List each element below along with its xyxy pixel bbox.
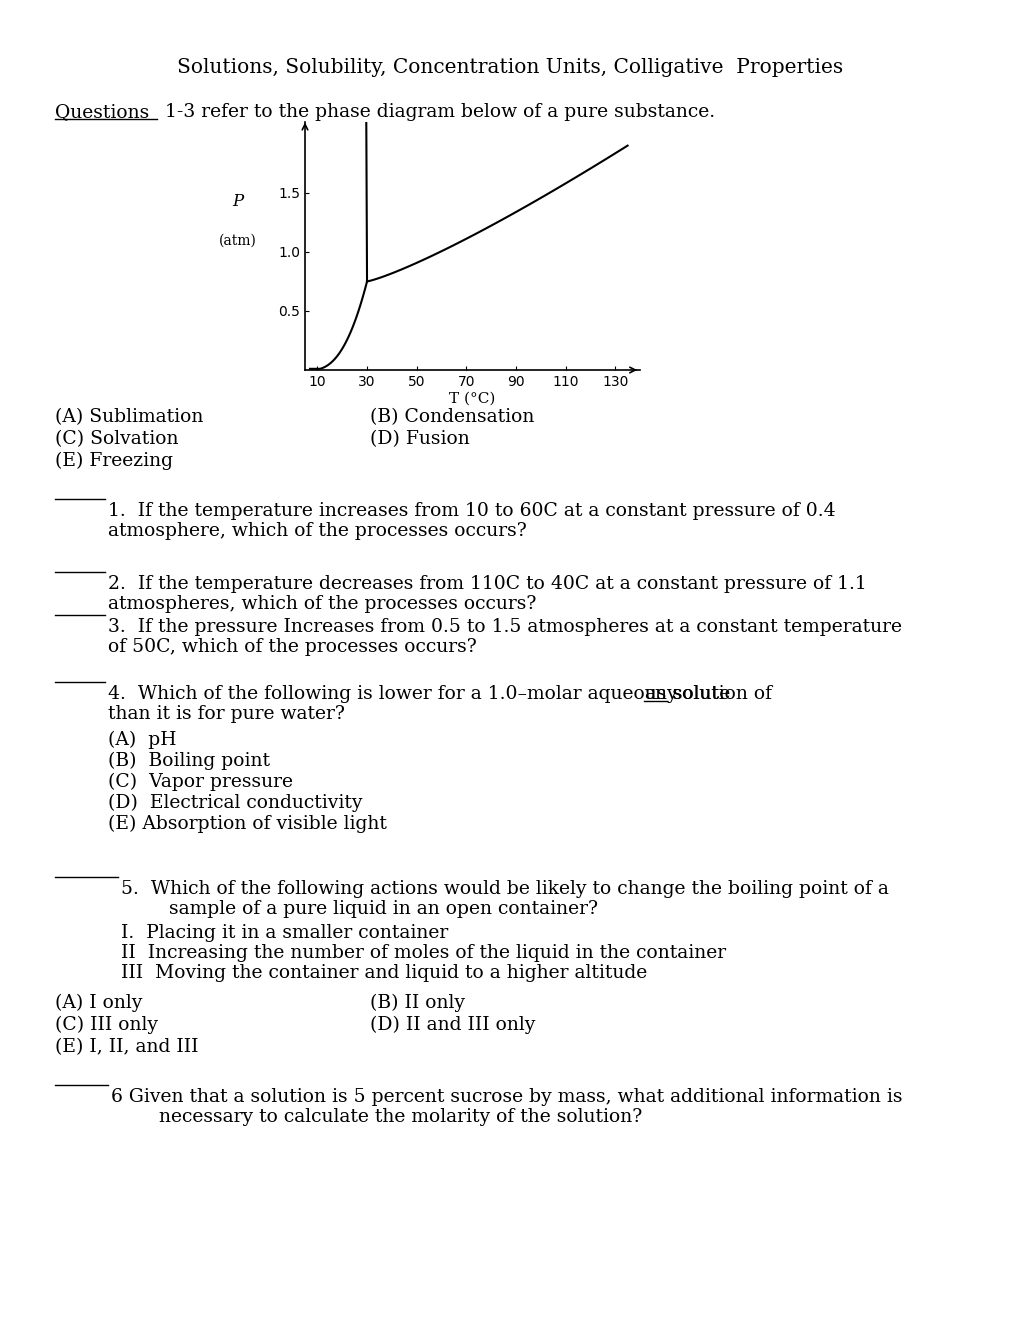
Text: (B) Condensation: (B) Condensation <box>370 408 534 426</box>
Text: solute: solute <box>666 685 730 704</box>
Text: necessary to calculate the molarity of the solution?: necessary to calculate the molarity of t… <box>111 1107 642 1126</box>
Text: (D) II and III only: (D) II and III only <box>370 1016 535 1035</box>
Text: (D)  Electrical conductivity: (D) Electrical conductivity <box>108 795 362 812</box>
Text: (A) I only: (A) I only <box>55 994 143 1012</box>
Text: (E) Absorption of visible light: (E) Absorption of visible light <box>108 814 386 833</box>
Text: 6 Given that a solution is 5 percent sucrose by mass, what additional informatio: 6 Given that a solution is 5 percent suc… <box>111 1088 902 1106</box>
Text: sample of a pure liquid in an open container?: sample of a pure liquid in an open conta… <box>121 900 597 917</box>
Text: (C)  Vapor pressure: (C) Vapor pressure <box>108 774 292 791</box>
Text: (E) I, II, and III: (E) I, II, and III <box>55 1038 199 1056</box>
Text: (C) Solvation: (C) Solvation <box>55 430 178 447</box>
Text: 2.  If the temperature decreases from 110C to 40C at a constant pressure of 1.1: 2. If the temperature decreases from 110… <box>108 576 866 593</box>
Text: 3.  If the pressure Increases from 0.5 to 1.5 atmospheres at a constant temperat: 3. If the pressure Increases from 0.5 to… <box>108 618 901 636</box>
Text: Solutions, Solubility, Concentration Units, Colligative  Properties: Solutions, Solubility, Concentration Uni… <box>176 58 843 77</box>
Text: 4.  Which of the following is lower for a 1.0–molar aqueous solution of: 4. Which of the following is lower for a… <box>108 685 777 704</box>
Text: III  Moving the container and liquid to a higher altitude: III Moving the container and liquid to a… <box>121 964 647 982</box>
Text: II  Increasing the number of moles of the liquid in the container: II Increasing the number of moles of the… <box>121 944 726 962</box>
Text: 5.  Which of the following actions would be likely to change the boiling point o: 5. Which of the following actions would … <box>121 880 888 898</box>
Text: (D) Fusion: (D) Fusion <box>370 430 470 447</box>
Text: (C) III only: (C) III only <box>55 1016 158 1035</box>
Text: atmosphere, which of the processes occurs?: atmosphere, which of the processes occur… <box>108 521 526 540</box>
Text: 1-3 refer to the phase diagram below of a pure substance.: 1-3 refer to the phase diagram below of … <box>159 103 714 121</box>
Text: (atm): (atm) <box>219 234 257 248</box>
Text: I.  Placing it in a smaller container: I. Placing it in a smaller container <box>121 924 447 942</box>
Text: 1.  If the temperature increases from 10 to 60C at a constant pressure of 0.4: 1. If the temperature increases from 10 … <box>108 502 835 520</box>
Text: P: P <box>232 193 244 210</box>
Text: (A) Sublimation: (A) Sublimation <box>55 408 203 426</box>
Text: (B)  Boiling point: (B) Boiling point <box>108 752 270 771</box>
Text: (E) Freezing: (E) Freezing <box>55 451 173 470</box>
Text: atmospheres, which of the processes occurs?: atmospheres, which of the processes occu… <box>108 595 536 612</box>
X-axis label: T (°C): T (°C) <box>449 392 495 405</box>
Text: of 50C, which of the processes occurs?: of 50C, which of the processes occurs? <box>108 638 476 656</box>
Text: Questions: Questions <box>55 103 149 121</box>
Text: (A)  pH: (A) pH <box>108 731 176 750</box>
Text: any: any <box>644 685 678 704</box>
Text: than it is for pure water?: than it is for pure water? <box>108 705 344 723</box>
Text: (B) II only: (B) II only <box>370 994 465 1012</box>
